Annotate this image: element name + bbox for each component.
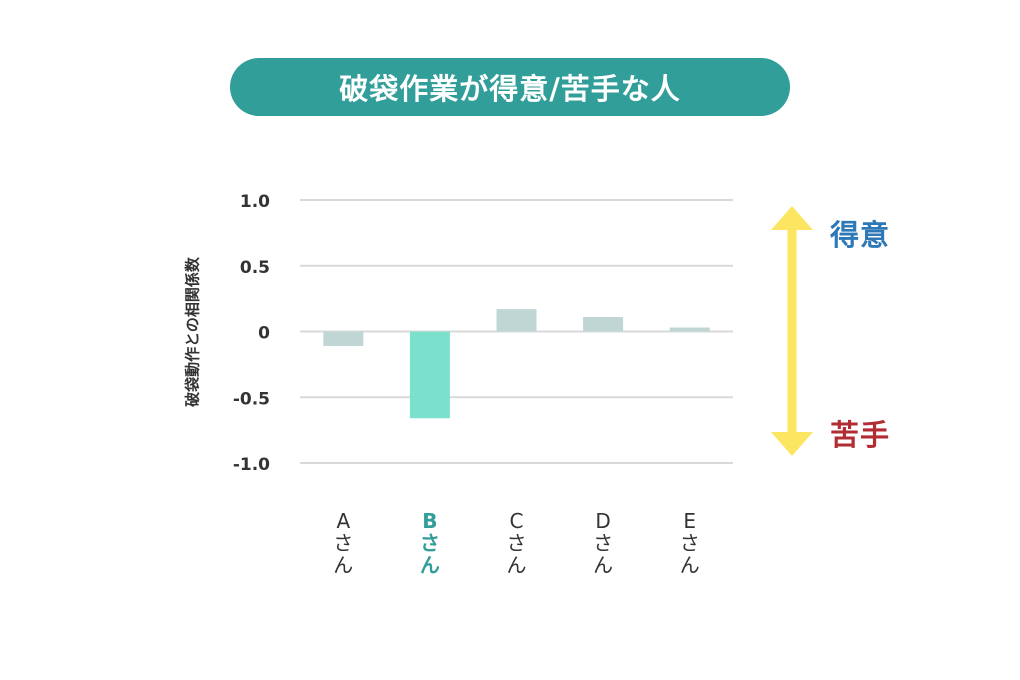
y-tick-label: 0.5 (240, 258, 270, 278)
bar (409, 331, 450, 419)
scale-arrow-head-up (771, 206, 813, 230)
y-tick-label: 1.0 (240, 192, 270, 212)
chart-title-banner: 破袋作業が得意/苦手な人 (230, 58, 790, 116)
scale-top-label: 得意 (830, 218, 891, 252)
bar (323, 331, 364, 346)
bar (669, 327, 710, 332)
chart-title: 破袋作業が得意/苦手な人 (339, 72, 681, 106)
scale-arrow-head-down (771, 432, 813, 456)
y-tick-label: -0.5 (233, 389, 270, 409)
bar (583, 317, 624, 332)
bar (496, 309, 537, 332)
y-tick-label: -1.0 (233, 455, 270, 475)
y-tick-label: 0 (258, 324, 270, 344)
scale-bottom-label: 苦手 (830, 418, 891, 452)
